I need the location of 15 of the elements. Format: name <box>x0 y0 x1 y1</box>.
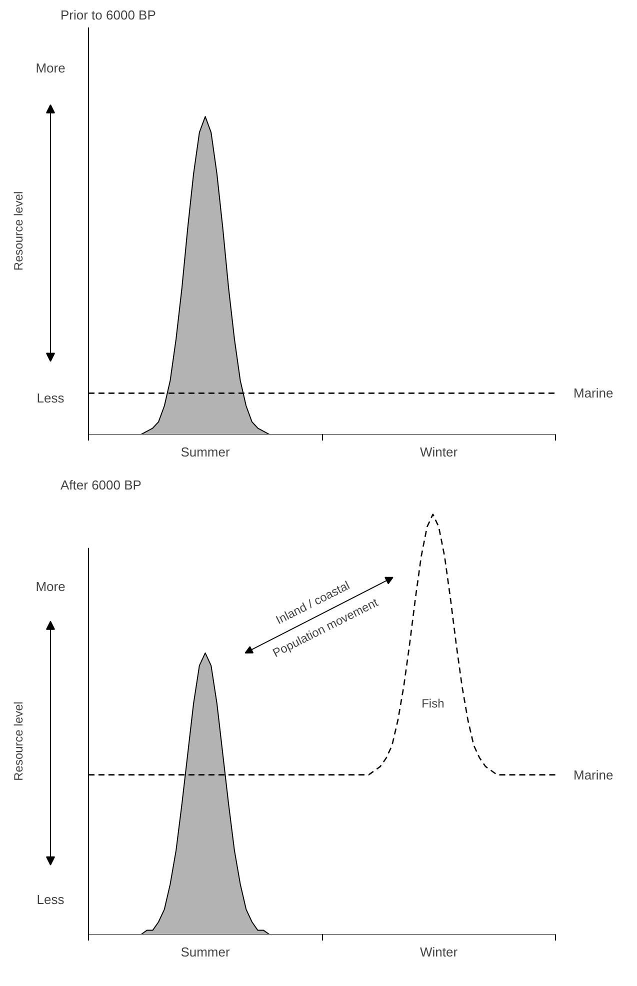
x-tick-label: Winter <box>420 444 458 460</box>
x-tick-label: Winter <box>420 944 458 960</box>
y-axis-title: Resource level <box>12 191 26 271</box>
text: More <box>36 60 66 76</box>
series-label: Marine <box>574 767 614 782</box>
text: Less <box>36 390 65 406</box>
x-tick-label: Summer <box>180 944 230 960</box>
series-label: Marine <box>574 386 614 401</box>
chart-title: Prior to 6000 BP <box>60 8 156 22</box>
chart-title: After 6000 BP <box>60 478 142 492</box>
y-axis-title: Resource level <box>12 702 26 781</box>
annotation: Fish <box>422 696 444 710</box>
x-tick-label: Summer <box>180 444 230 460</box>
text: More <box>36 579 66 594</box>
text: Less <box>36 892 65 908</box>
